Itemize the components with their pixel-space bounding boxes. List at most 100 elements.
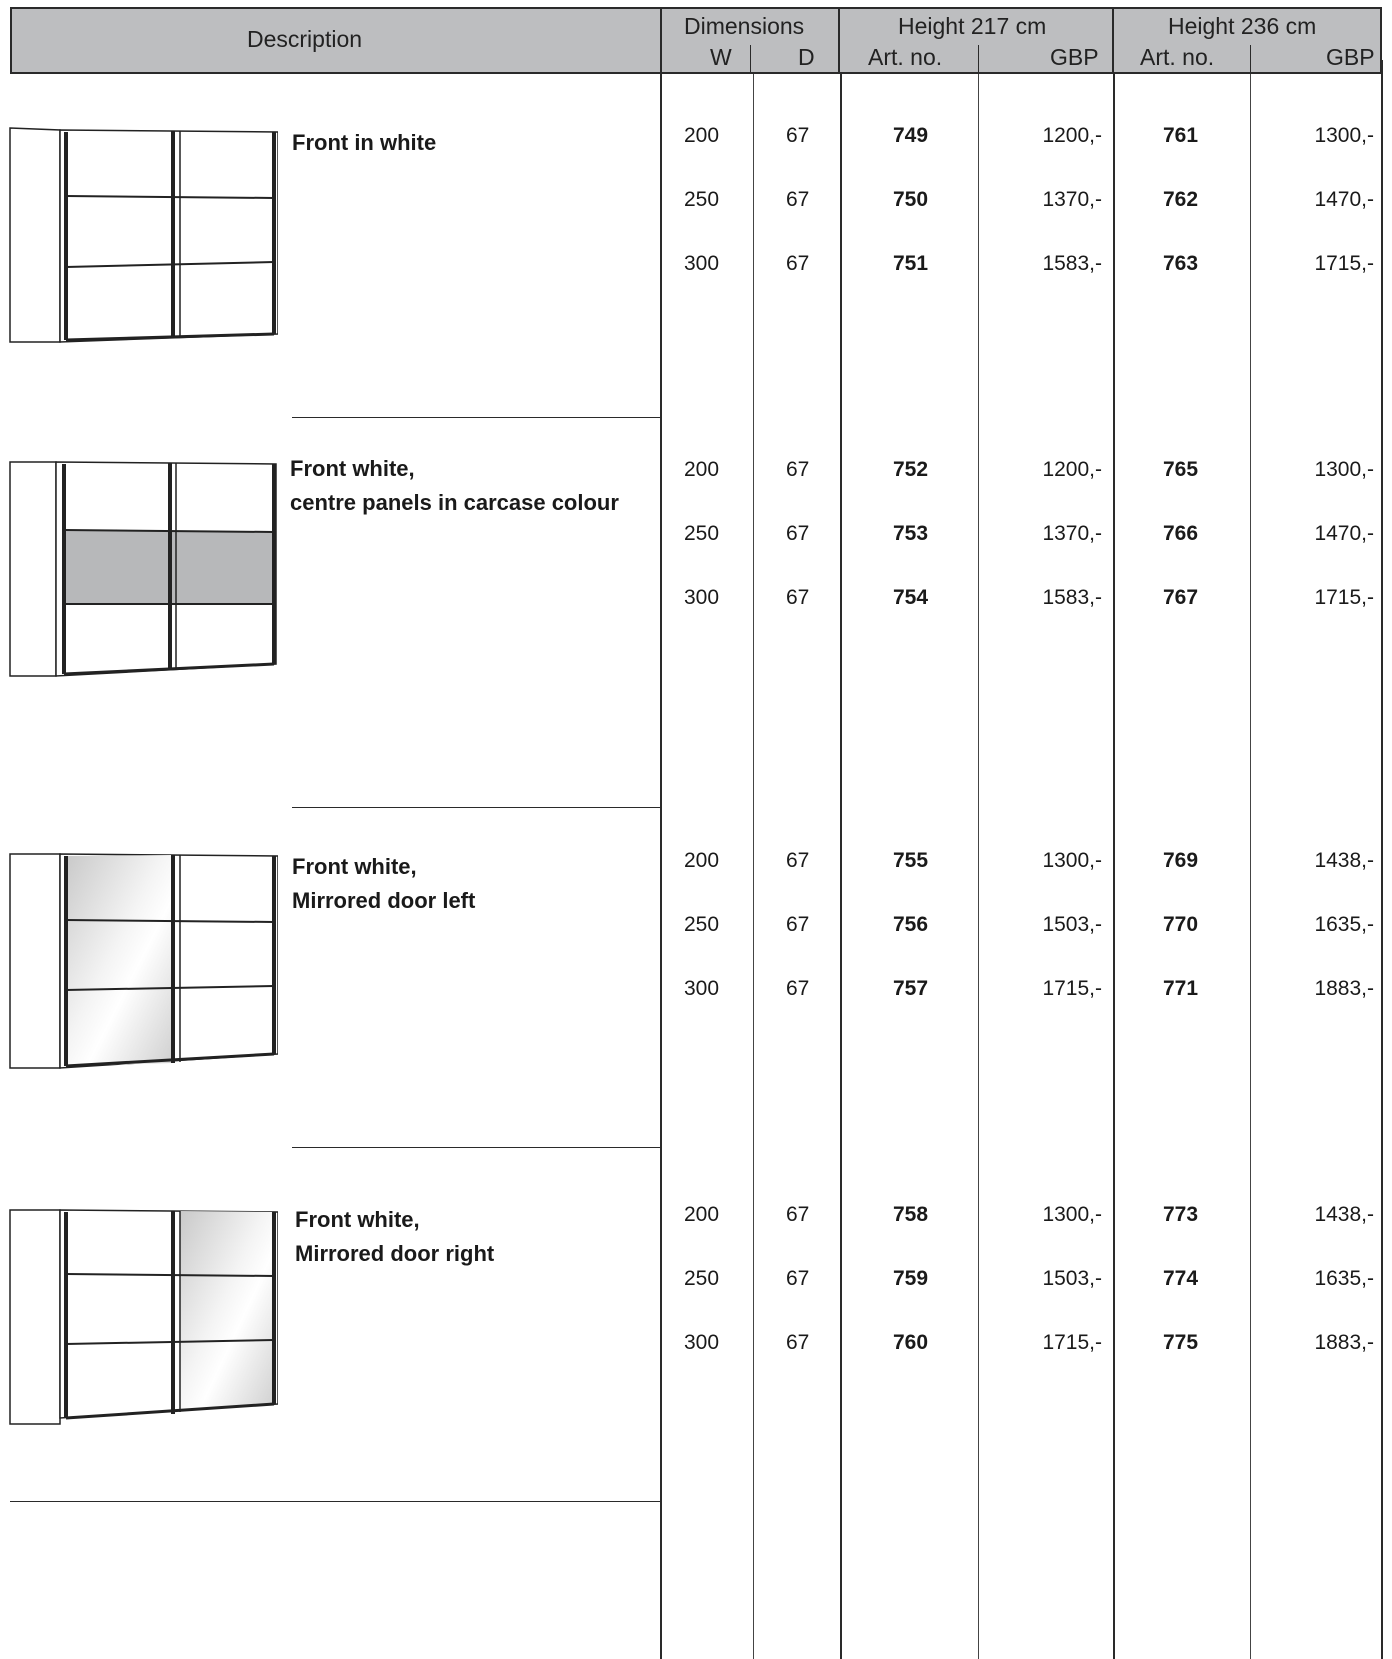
depth-value: 67 — [786, 1267, 810, 1290]
price-217: 1300,- — [1042, 849, 1102, 872]
column-line — [753, 74, 754, 1659]
price-217: 1300,- — [1042, 1203, 1102, 1226]
header-dimensions: Dimensions — [684, 13, 805, 39]
depth-value: 67 — [786, 1203, 810, 1226]
description-line: Front white, — [290, 456, 415, 481]
width-value: 200 — [684, 849, 720, 872]
price-236: 1470,- — [1314, 522, 1374, 545]
price-217: 1370,- — [1042, 188, 1102, 211]
column-line — [978, 74, 979, 1659]
price-236: 1883,- — [1314, 1331, 1374, 1354]
art-no-236: 763 — [1163, 252, 1199, 275]
art-no-236: 771 — [1163, 977, 1199, 1000]
depth-value: 67 — [786, 849, 810, 872]
description-line: Front in white — [292, 130, 437, 155]
art-no-236: 775 — [1163, 1331, 1199, 1354]
width-value: 200 — [684, 1203, 720, 1226]
header-d: D — [798, 44, 815, 70]
column-line — [840, 74, 842, 1659]
width-value: 200 — [684, 124, 720, 147]
row-separator — [292, 417, 662, 418]
row-separator — [10, 1501, 662, 1502]
product-description: Front white, Mirrored door right — [295, 1203, 494, 1271]
price-217: 1583,- — [1042, 586, 1102, 609]
depth-value: 67 — [786, 913, 810, 936]
product-description: Front white, Mirrored door left — [292, 850, 475, 918]
table-header: Description Dimensions W D Height 217 cm… — [10, 7, 1382, 74]
art-no-236: 767 — [1163, 586, 1199, 609]
art-no-236: 765 — [1163, 458, 1199, 481]
art-no-236: 769 — [1163, 849, 1199, 872]
description-line: Front white, — [295, 1207, 420, 1232]
price-236: 1300,- — [1314, 458, 1374, 481]
price-236: 1635,- — [1314, 913, 1374, 936]
description-line: Mirrored door left — [292, 888, 476, 913]
art-no-217: 756 — [893, 913, 929, 936]
wardrobe-front-white-illustration — [9, 127, 278, 343]
price-217: 1503,- — [1042, 1267, 1102, 1290]
art-no-217: 751 — [893, 252, 929, 275]
price-217: 1503,- — [1042, 913, 1102, 936]
price-217: 1200,- — [1042, 458, 1102, 481]
description-line: centre panels in carcase colour — [290, 490, 619, 515]
art-no-217: 749 — [893, 124, 929, 147]
header-height-236: Height 236 cm — [1168, 13, 1317, 39]
width-value: 250 — [684, 522, 720, 545]
depth-value: 67 — [786, 522, 810, 545]
header-divider — [978, 45, 979, 72]
column-line — [660, 74, 662, 1659]
art-no-217: 755 — [893, 849, 929, 872]
price-236: 1883,- — [1314, 977, 1374, 1000]
width-value: 300 — [684, 1331, 720, 1354]
art-no-236: 774 — [1163, 1267, 1199, 1290]
width-value: 300 — [684, 977, 720, 1000]
header-divider — [750, 45, 751, 72]
price-236: 1715,- — [1314, 586, 1374, 609]
width-value: 250 — [684, 188, 720, 211]
row-separator — [292, 807, 662, 808]
header-divider — [660, 9, 662, 72]
header-art-no-217: Art. no. — [868, 44, 943, 70]
art-no-217: 752 — [893, 458, 929, 481]
depth-value: 67 — [786, 1331, 810, 1354]
header-w: W — [710, 44, 732, 70]
art-no-217: 760 — [893, 1331, 929, 1354]
header-description: Description — [247, 26, 363, 52]
art-no-236: 762 — [1163, 188, 1199, 211]
price-217: 1583,- — [1042, 252, 1102, 275]
art-no-217: 759 — [893, 1267, 929, 1290]
art-no-236: 766 — [1163, 522, 1199, 545]
width-value: 250 — [684, 1267, 720, 1290]
product-description: Front in white — [292, 126, 436, 160]
price-236: 1438,- — [1314, 849, 1374, 872]
description-line: Front white, — [292, 854, 417, 879]
header-divider — [838, 9, 840, 72]
art-no-217: 758 — [893, 1203, 929, 1226]
price-236: 1438,- — [1314, 1203, 1374, 1226]
art-no-236: 773 — [1163, 1203, 1199, 1226]
art-no-217: 754 — [893, 586, 929, 609]
depth-value: 67 — [786, 124, 810, 147]
price-217: 1200,- — [1042, 124, 1102, 147]
column-line — [1113, 74, 1115, 1659]
price-217: 1715,- — [1042, 977, 1102, 1000]
price-236: 1635,- — [1314, 1267, 1374, 1290]
width-value: 300 — [684, 252, 720, 275]
header-divider — [1250, 45, 1251, 72]
header-gbp-217: GBP — [1050, 44, 1099, 70]
depth-value: 67 — [786, 977, 810, 1000]
header-height-217: Height 217 cm — [898, 13, 1047, 39]
wardrobe-mirror-left-illustration — [9, 853, 278, 1069]
price-217: 1715,- — [1042, 1331, 1102, 1354]
row-separator — [292, 1147, 662, 1148]
price-236: 1470,- — [1314, 188, 1374, 211]
depth-value: 67 — [786, 458, 810, 481]
depth-value: 67 — [786, 188, 810, 211]
product-description: Front white, centre panels in carcase co… — [290, 452, 619, 520]
width-value: 200 — [684, 458, 720, 481]
description-line: Mirrored door right — [295, 1241, 495, 1266]
wardrobe-centre-panels-illustration — [9, 461, 277, 677]
width-value: 300 — [684, 586, 720, 609]
column-line — [1250, 74, 1251, 1659]
header-gbp-236: GBP — [1326, 44, 1375, 70]
